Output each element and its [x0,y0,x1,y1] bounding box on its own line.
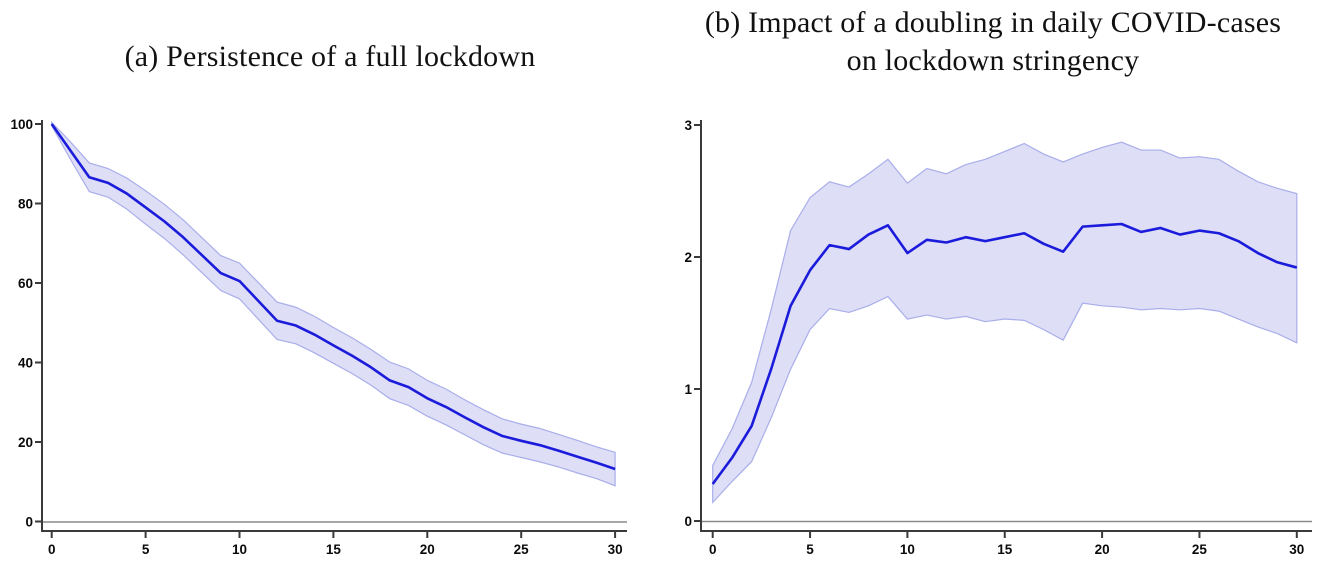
x-tick-label: 15 [997,542,1013,557]
y-tick-label: 3 [684,118,692,133]
y-tick-label: 60 [18,276,33,291]
x-tick-label: 5 [142,542,150,557]
panel-a-title: (a) Persistence of a full lockdown [124,40,536,73]
panel-b-title-line2: on lockdown stringency [846,44,1140,77]
y-tick-label: 100 [10,117,33,132]
y-tick-label: 2 [684,250,692,265]
x-tick-label: 30 [608,542,623,557]
confidence-band [51,120,616,487]
x-tick-label: 20 [1095,542,1110,557]
panel-b-title: (b) Impact of a doubling in daily COVID-… [668,4,1318,80]
x-tick-label: 20 [420,542,435,557]
y-tick-label: 80 [18,197,33,212]
x-tick-label: 10 [232,542,247,557]
response-line [711,222,1298,485]
panel-b-title-line1: (b) Impact of a doubling in daily COVID-… [704,6,1282,39]
x-tick-label: 25 [514,542,530,557]
x-tick-label: 0 [709,542,717,557]
confidence-band [712,141,1298,505]
x-tick-label: 15 [326,542,342,557]
x-tick-label: 10 [900,542,915,557]
panel-a-chart: 0 20 40 60 80 100 0 5 10 15 20 25 30 [10,117,627,557]
x-tick-label: 30 [1289,542,1304,557]
response-line [50,123,616,471]
y-tick-label: 0 [25,515,33,530]
y-tick-label: 40 [18,356,33,371]
x-tick-label: 25 [1192,542,1208,557]
y-tick-label: 20 [18,435,33,450]
y-tick-label: 0 [684,514,692,529]
y-tick-label: 1 [684,382,692,397]
x-tick-label: 0 [48,542,56,557]
x-tick-label: 5 [806,542,814,557]
